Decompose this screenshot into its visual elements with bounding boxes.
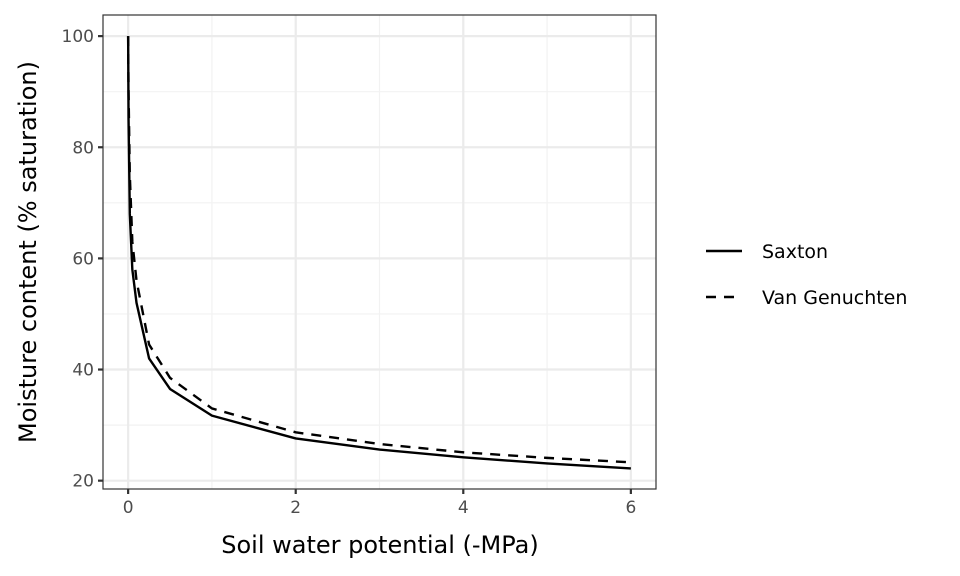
panel-border [102,14,657,490]
legend-label-saxton: Saxton [762,241,828,263]
y-tick-label: 40 [72,361,94,381]
legend-item-van-genuchten: Van Genuchten [706,287,907,309]
x-tick-label: 0 [123,498,134,518]
y-tick-label: 80 [72,138,94,158]
x-tick-label: 2 [290,498,301,518]
y-axis-title: Moisture content (% saturation) [14,61,42,443]
y-axis: 20 40 60 80 100 [62,27,103,492]
series-line-van-genuchten [126,36,631,464]
y-tick-label: 20 [72,472,94,492]
x-tick-label: 4 [458,498,469,518]
y-tick-label: 60 [72,249,94,269]
data-series [126,36,631,470]
series-line-saxton [126,36,631,470]
x-axis: 0 2 4 6 [123,489,636,518]
x-axis-title: Soil water potential (-MPa) [221,531,538,559]
legend-label-van-genuchten: Van Genuchten [762,287,907,309]
y-tick-label: 100 [62,27,94,47]
x-tick-label: 6 [625,498,636,518]
legend-item-saxton: Saxton [706,241,828,263]
legend: Saxton Van Genuchten [706,241,907,309]
